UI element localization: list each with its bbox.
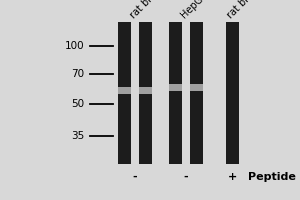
Bar <box>139 22 152 164</box>
Text: -: - <box>184 172 188 182</box>
Bar <box>190 84 203 91</box>
Bar <box>190 22 203 164</box>
Text: HepG2: HepG2 <box>179 0 210 20</box>
Text: 50: 50 <box>71 99 84 109</box>
Bar <box>118 22 131 164</box>
Bar <box>118 87 131 94</box>
Bar <box>169 22 182 164</box>
Bar <box>139 87 152 94</box>
Text: rat brain: rat brain <box>128 0 165 20</box>
Bar <box>169 84 182 91</box>
Text: 35: 35 <box>71 131 84 141</box>
Text: +: + <box>228 172 237 182</box>
Text: 100: 100 <box>64 41 84 51</box>
Text: rat brain: rat brain <box>225 0 262 20</box>
Text: Peptide: Peptide <box>248 172 296 182</box>
Text: 70: 70 <box>71 69 84 79</box>
Bar <box>226 22 239 164</box>
Text: -: - <box>133 172 137 182</box>
